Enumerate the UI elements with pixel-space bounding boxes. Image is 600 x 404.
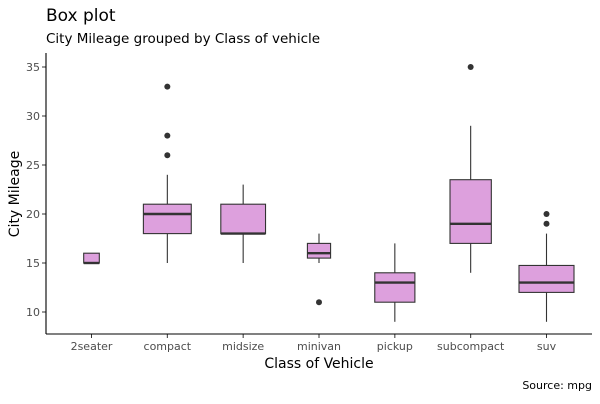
box-iqr <box>83 252 100 264</box>
box-iqr <box>449 179 492 244</box>
y-axis-label: City Mileage <box>7 151 23 237</box>
box-iqr <box>220 203 267 235</box>
outlier-point <box>467 64 474 70</box>
outlier-point <box>543 220 550 227</box>
outlier-point <box>543 211 550 217</box>
y-tick-label: 25 <box>26 159 40 172</box>
x-tick-label: compact <box>144 340 192 353</box>
x-tick-label: suv <box>537 340 557 353</box>
x-tick-label: midsize <box>222 340 264 353</box>
y-tick-label: 15 <box>26 257 40 270</box>
outlier-point <box>164 83 171 90</box>
box-iqr <box>142 203 192 235</box>
x-axis-label: Class of Vehicle <box>264 356 373 372</box>
box-minivan <box>306 233 332 306</box>
y-tick-label: 35 <box>26 61 40 74</box>
outlier-point <box>316 299 322 306</box>
y-tick-label: 30 <box>26 110 40 123</box>
x-tick-label: pickup <box>377 340 413 353</box>
x-tick-label: minivan <box>297 340 341 353</box>
box-compact <box>142 83 192 263</box>
box-iqr <box>518 264 575 293</box>
outlier-point <box>164 152 171 159</box>
x-tick-label: subcompact <box>437 340 505 353</box>
outlier-point <box>164 132 171 139</box>
y-tick-label: 10 <box>26 306 40 319</box>
x-tick-label: 2seater <box>71 340 113 353</box>
caption: Source: mpg <box>522 379 592 392</box>
chart-subtitle: City Mileage grouped by Class of vehicle <box>46 31 320 47</box>
box-iqr <box>306 242 332 259</box>
box-suv <box>518 211 575 322</box>
y-tick-label: 20 <box>26 208 40 221</box>
box-iqr <box>374 272 416 303</box>
box-pickup <box>374 243 416 322</box>
box-midsize <box>220 184 267 263</box>
box-2seater <box>83 252 100 265</box>
chart-title: Box plot <box>46 6 116 26</box>
box-subcompact <box>449 64 492 273</box>
